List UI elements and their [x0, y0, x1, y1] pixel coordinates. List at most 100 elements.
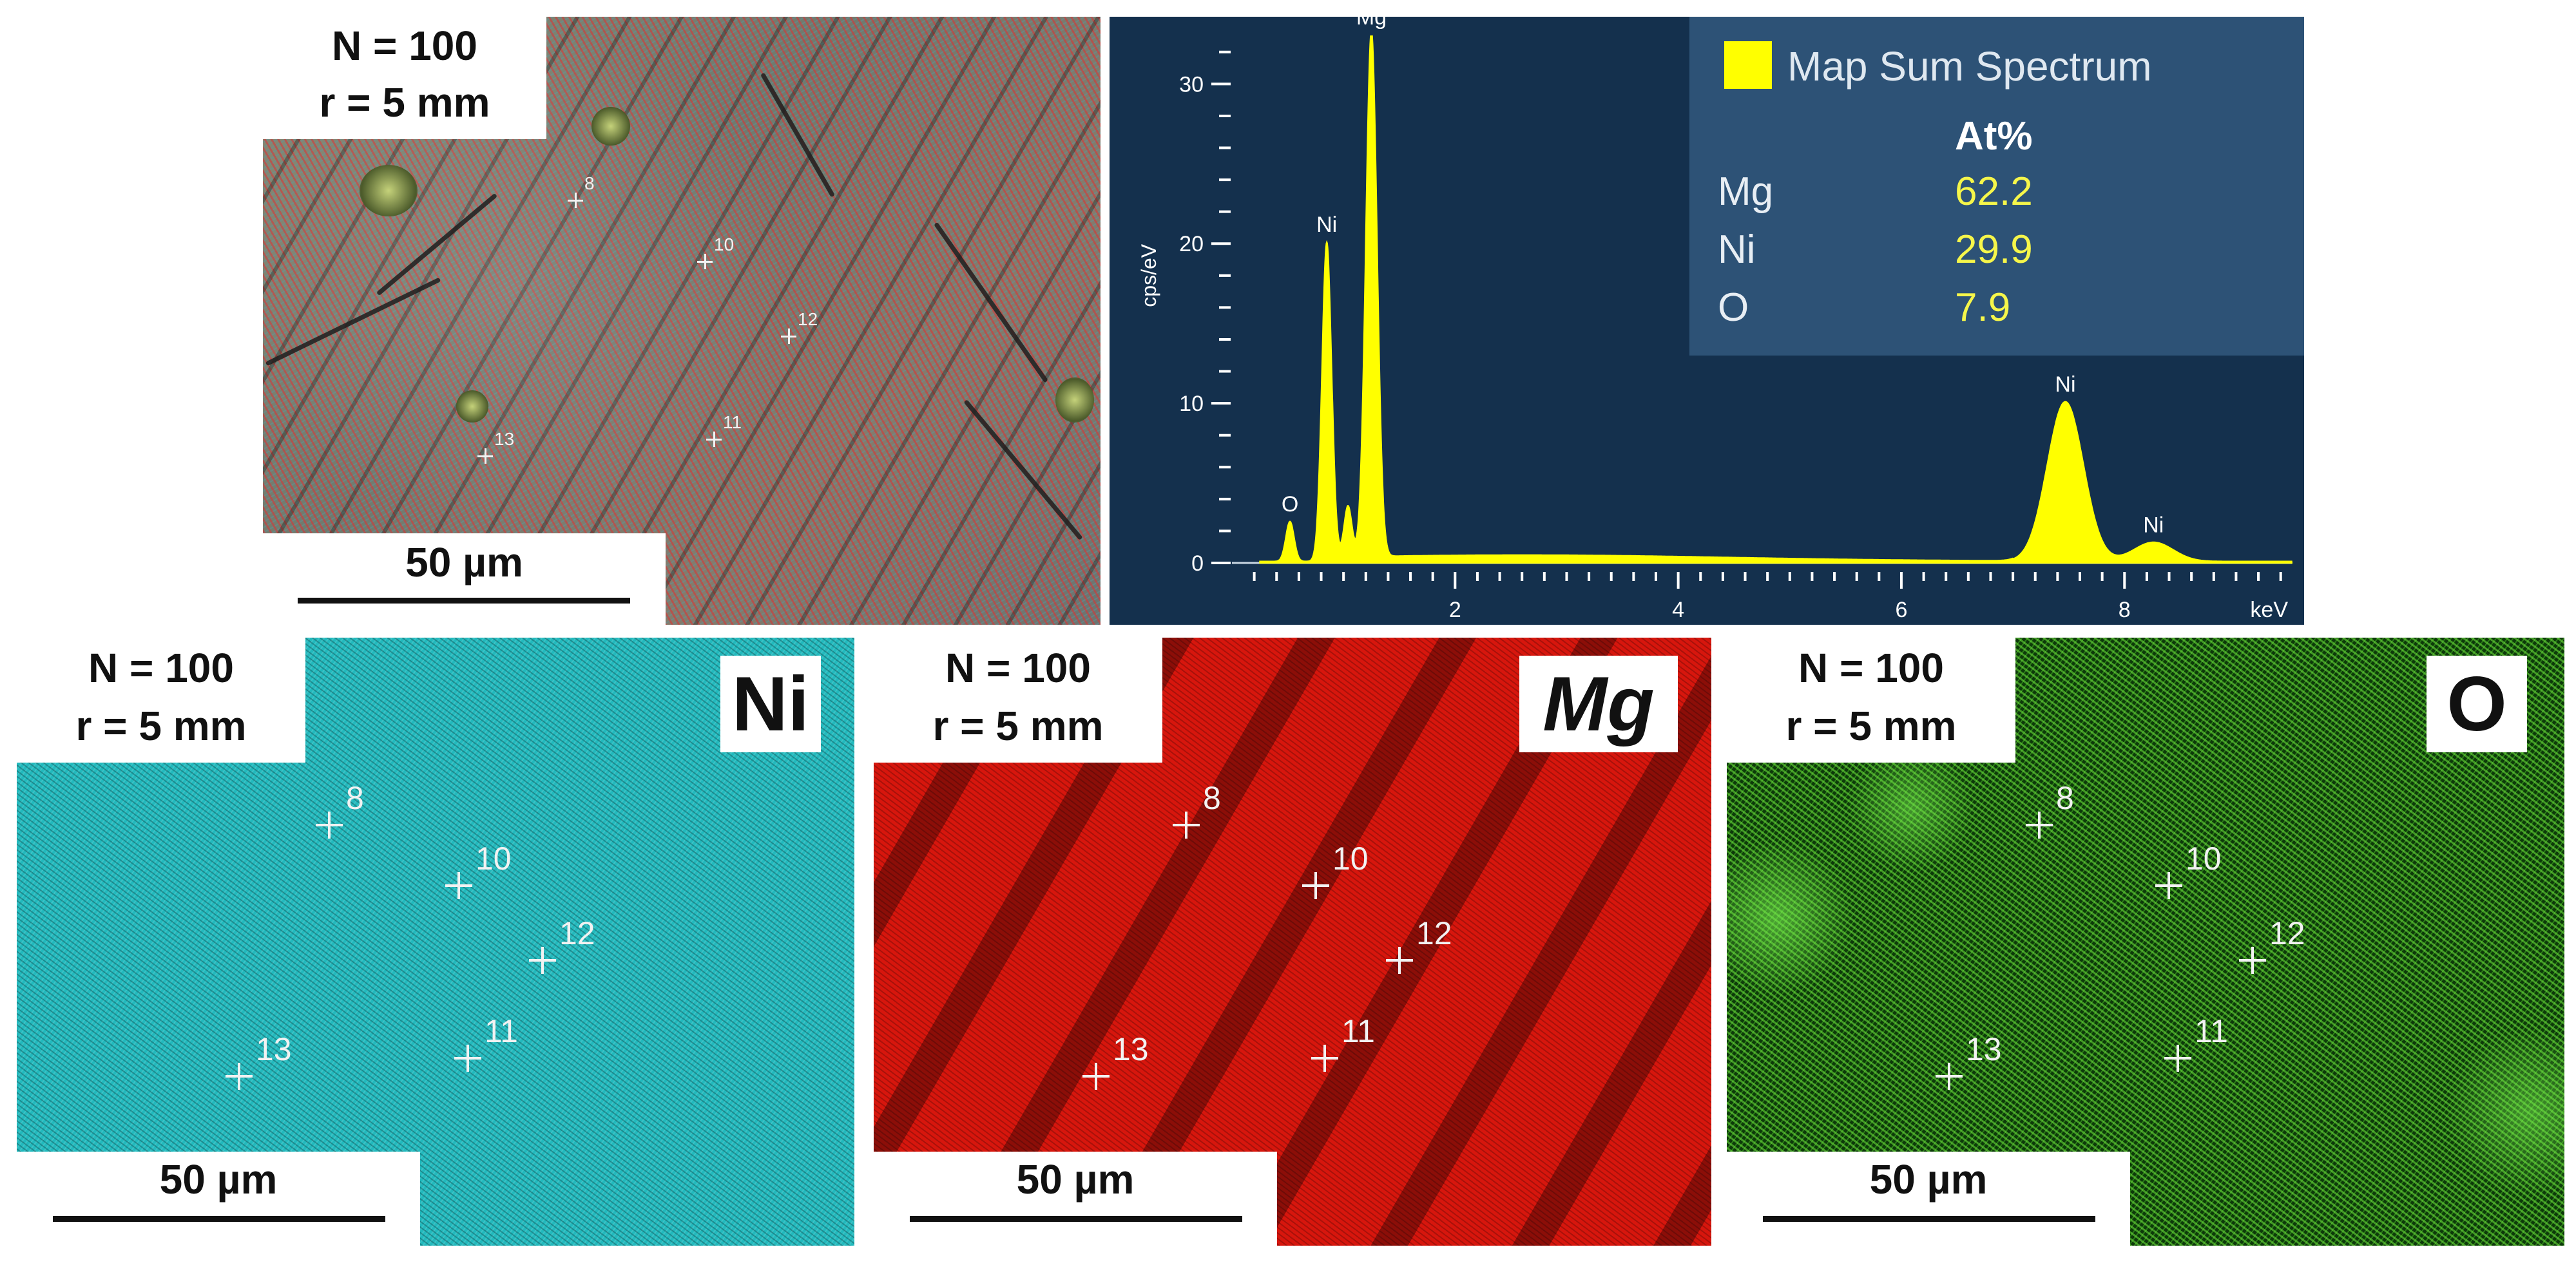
- crosshair-icon: [1082, 1063, 1110, 1090]
- x-axis-label: keV: [2250, 598, 2288, 622]
- scale-bar: [1763, 1216, 2095, 1222]
- surface-particle: [360, 165, 418, 216]
- crosshair-icon: [2239, 947, 2266, 974]
- marker-label: 8: [346, 780, 364, 816]
- peak-label-ni: Ni: [2143, 513, 2164, 537]
- crosshair-icon: [2026, 812, 2053, 839]
- scale-bar-box: 50 µm: [17, 1152, 420, 1246]
- element-at-percent: 29.9: [1955, 227, 2033, 272]
- legend-swatch: [1724, 41, 1772, 89]
- element-at-percent: 7.9: [1955, 285, 2011, 330]
- spectrum-chart: 0 10 20 30 2 4 6 8 keV cps/eV O Ni Mg Ni Ni: [1137, 17, 2293, 622]
- crosshair-icon: [568, 193, 583, 208]
- condition-label: N = 100 r = 5 mm: [263, 17, 546, 139]
- surface-particle: [1055, 377, 1094, 423]
- marker-label: 10: [476, 841, 512, 877]
- crosshair-icon: [477, 448, 493, 464]
- marker-label: 11: [1341, 1013, 1375, 1049]
- surface-particle: [591, 107, 630, 146]
- legend-title: Map Sum Spectrum: [1787, 43, 2152, 90]
- composition-row-o: O 7.9: [1718, 285, 2104, 336]
- marker-label: 11: [2195, 1013, 2228, 1049]
- y-axis-label: cps/eV: [1137, 243, 1160, 307]
- condition-label: N = 100 r = 5 mm: [1727, 638, 2015, 763]
- crosshair-icon: [2164, 1045, 2191, 1072]
- composition-row-mg: Mg 62.2: [1718, 169, 2104, 220]
- y-tick-label: 10: [1179, 392, 1204, 416]
- o-element-map: N = 100 r = 5 mm O 50 µm 8 10 12 11 13: [1727, 638, 2564, 1246]
- condition-radius: r = 5 mm: [75, 703, 247, 749]
- crosshair-icon: [454, 1045, 481, 1072]
- condition-count: N = 100: [88, 645, 234, 691]
- x-tick-label: 2: [1449, 598, 1461, 622]
- marker-label: 12: [1416, 915, 1452, 951]
- composite-sem-map: 8 10 12 11 13 N = 100 r = 5 mm 50 µm: [263, 17, 1101, 625]
- marker-label: 13: [1966, 1031, 2002, 1067]
- scale-label: 50 µm: [1869, 1156, 1988, 1203]
- element-tag-ni: Ni: [720, 656, 821, 752]
- scale-bar: [910, 1216, 1242, 1222]
- crosshair-icon: [445, 872, 472, 899]
- scale-bar: [298, 598, 630, 604]
- peak-label-mg: Mg: [1356, 17, 1387, 30]
- marker-label: 8: [2056, 780, 2074, 816]
- crosshair-icon: [316, 812, 343, 839]
- peak-label-o: O: [1282, 492, 1298, 517]
- scale-bar-box: 50 µm: [263, 533, 666, 625]
- ni-element-map: N = 100 r = 5 mm Ni 50 µm 8 10 12 11 13: [17, 638, 854, 1246]
- element-at-percent: 62.2: [1955, 169, 2033, 214]
- crosshair-icon: [1173, 812, 1200, 839]
- y-tick-label: 30: [1179, 72, 1204, 97]
- peak-label-ni: Ni: [2055, 372, 2075, 397]
- element-tag-o: O: [2427, 656, 2527, 752]
- condition-label: N = 100 r = 5 mm: [874, 638, 1162, 763]
- composition-row-ni: Ni 29.9: [1718, 227, 2104, 278]
- marker-label: 12: [559, 915, 595, 951]
- crosshair-icon: [1302, 872, 1329, 899]
- marker-label: 12: [2269, 915, 2305, 951]
- crosshair-icon: [781, 328, 796, 344]
- marker-label: 13: [494, 429, 515, 449]
- crosshair-icon: [529, 947, 556, 974]
- crosshair-icon: [2155, 872, 2182, 899]
- element-tag-mg: Mg: [1519, 656, 1678, 752]
- marker-label: 13: [1113, 1031, 1149, 1067]
- x-tick-label: 4: [1672, 598, 1684, 622]
- crosshair-icon: [1936, 1063, 1963, 1090]
- y-tick-label: 20: [1179, 232, 1204, 256]
- surface-particle: [456, 390, 488, 423]
- scale-label: 50 µm: [1016, 1156, 1135, 1203]
- marker-label: 12: [798, 309, 818, 329]
- marker-label: 10: [2186, 841, 2222, 877]
- eds-spectrum-panel: 0 10 20 30 2 4 6 8 keV cps/eV O Ni Mg Ni Ni Map Sum Sp…: [1110, 17, 2304, 625]
- condition-count: N = 100: [945, 645, 1091, 691]
- crosshair-icon: [1311, 1045, 1338, 1072]
- scale-bar-box: 50 µm: [1727, 1152, 2130, 1246]
- marker-label: 8: [584, 173, 595, 193]
- condition-label: N = 100 r = 5 mm: [17, 638, 305, 763]
- marker-label: 11: [723, 412, 742, 432]
- scale-label: 50 µm: [405, 539, 523, 585]
- spectrum-trace: [1259, 35, 2293, 564]
- element-name: Ni: [1718, 227, 1756, 272]
- peak-label-ni: Ni: [1316, 213, 1337, 237]
- condition-radius: r = 5 mm: [319, 79, 490, 126]
- crosshair-icon: [1386, 947, 1413, 974]
- scale-label: 50 µm: [159, 1156, 278, 1203]
- crosshair-icon: [697, 254, 713, 269]
- marker-label: 10: [714, 234, 735, 254]
- composition-header: At%: [1955, 114, 2033, 158]
- scale-bar: [53, 1216, 385, 1222]
- marker-label: 8: [1203, 780, 1221, 816]
- x-tick-label: 8: [2119, 598, 2131, 622]
- crosshair-icon: [226, 1063, 253, 1090]
- element-name: Mg: [1718, 169, 1774, 214]
- mg-element-map: N = 100 r = 5 mm Mg 50 µm 8 10 12 11 13: [874, 638, 1711, 1246]
- condition-count: N = 100: [1798, 645, 1944, 691]
- spectrum-legend: Map Sum Spectrum At% Mg 62.2 Ni 29.9 O 7…: [1689, 17, 2304, 356]
- crosshair-icon: [706, 432, 722, 447]
- y-tick-label: 0: [1191, 551, 1204, 576]
- marker-label: 11: [485, 1013, 518, 1049]
- marker-label: 10: [1332, 841, 1369, 877]
- condition-radius: r = 5 mm: [1785, 703, 1957, 749]
